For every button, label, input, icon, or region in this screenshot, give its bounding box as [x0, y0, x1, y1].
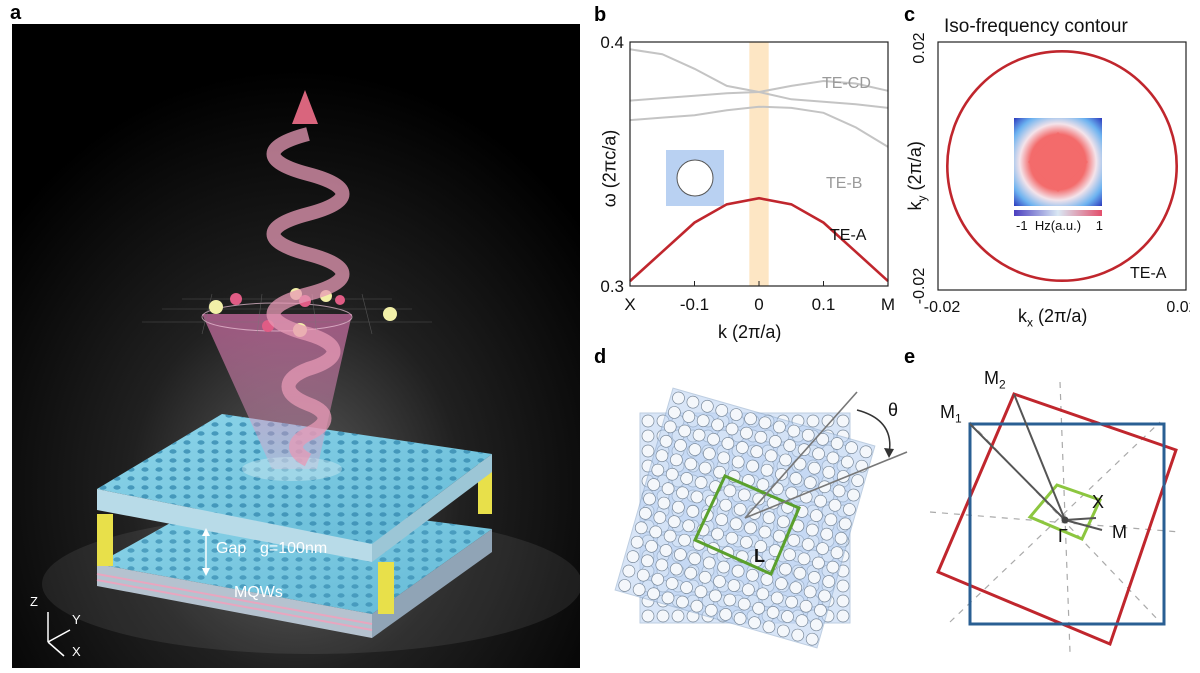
b-xtick-label: M: [881, 295, 895, 314]
m2-text: M: [984, 368, 999, 388]
m2-label: M2: [984, 368, 1006, 392]
axis-y-label: Y: [72, 612, 81, 627]
c-xtick-label: -0.02: [924, 299, 961, 316]
c-xlabel-unit: (2π/a): [1033, 306, 1088, 326]
k-highlight-band: [749, 42, 769, 286]
gamma-label: Γ: [1058, 526, 1068, 546]
m1-sub: 1: [955, 411, 962, 426]
c-xlabel: kx (2π/a): [1018, 306, 1087, 330]
panel-c-letter: c: [904, 4, 916, 26]
b-xtick-label: -0.1: [680, 295, 709, 314]
b-xtick-label: X: [624, 295, 635, 314]
twist-angle-arc: [856, 409, 891, 455]
colorbar-label: -1: [1016, 218, 1028, 233]
3d-device-illustration: [12, 24, 582, 668]
c-xlabel-sub: x: [1027, 315, 1033, 330]
coordinate-axes: [47, 612, 71, 657]
panel-a-letter: a: [10, 2, 22, 24]
circular-polarization-helix: [266, 127, 350, 467]
hz-field-core: [1028, 132, 1088, 192]
propagation-arrow-head: [292, 90, 318, 124]
twist-axis-1: [744, 391, 858, 519]
hz-colorbar: [1014, 210, 1102, 216]
b-xlabel: k (2π/a): [718, 322, 782, 342]
m1-label: M1: [940, 402, 962, 426]
panel-d-letter: d: [594, 346, 607, 368]
c-ytick-label: -0.02: [911, 268, 928, 305]
gap-marker-arrow-bottom: [202, 568, 210, 576]
panel-b-letter: b: [594, 4, 607, 26]
band-label: TE-B: [826, 175, 862, 192]
gamma-m1-line: [969, 423, 1066, 521]
c-ylabel-sub: y: [914, 195, 929, 202]
c-plot-frame: [937, 41, 1187, 291]
c-ylabel-k: k: [905, 201, 926, 211]
blue-brillouin-zone: [968, 422, 1166, 626]
panel-e-letter: e: [904, 346, 916, 368]
mqws-label: MQWs: [234, 584, 283, 601]
gap-value-label: g=100nm: [260, 540, 328, 557]
gamma-m2-line: [1013, 393, 1066, 521]
gap-label: Gap: [216, 540, 247, 557]
twisted-lattice-illustration: [614, 387, 908, 649]
moire-supercell: [692, 474, 801, 576]
axis-z-label: Z: [30, 594, 38, 609]
b-ytick-label: 0.3: [600, 277, 624, 296]
axis-x-label: X: [72, 644, 81, 659]
gamma-x-line: [1064, 517, 1097, 521]
twist-angle-arrowhead: [884, 448, 894, 458]
gamma-point: [1061, 516, 1069, 524]
c-title: Iso-frequency contour: [944, 16, 1128, 37]
cell-l-label: L: [754, 546, 765, 566]
contour-label: TE-A: [1130, 265, 1167, 282]
unit-cell-hole: [676, 159, 714, 197]
b-ytick-label: 0.4: [600, 33, 624, 52]
b-xtick-label: 0.1: [812, 295, 836, 314]
theta-label: θ: [888, 400, 899, 420]
colorbar-label: Hz(a.u.): [1035, 218, 1081, 233]
c-ytick-label: 0.02: [911, 32, 928, 63]
cone-base: [242, 457, 342, 481]
colorbar-label: 1: [1096, 218, 1103, 233]
b-ylabel: ω (2πc/a): [599, 129, 620, 208]
band-label: TE-CD: [822, 75, 871, 92]
iso-frequency-contour: [946, 50, 1178, 282]
c-ylabel-unit: (2π/a): [905, 141, 926, 196]
gamma-m-line: [1064, 519, 1103, 531]
x-point-label: X: [1092, 492, 1105, 512]
m-point-label: M: [1112, 522, 1127, 542]
support-pillar: [97, 514, 113, 566]
band-line-upper-3: [629, 48, 889, 109]
m2-sub: 2: [999, 377, 1006, 392]
b-xtick-label: 0: [754, 295, 763, 314]
panel-a-render: [12, 24, 582, 668]
iso-frequency-chart: -1 Hz(a.u.) 1 0.02 -0.02-0.02 0.02 TE-A: [911, 32, 1190, 316]
twist-axis-2: [744, 451, 908, 519]
gap-marker-arrow-top: [202, 528, 210, 536]
band-line-te-b: [629, 105, 889, 148]
c-ylabel: ky (2π/a): [905, 121, 929, 231]
brillouin-zone-diagram: [929, 381, 1181, 653]
green-moire-zone: [1027, 483, 1103, 541]
m1-text: M: [940, 402, 955, 422]
red-brillouin-zone: [936, 392, 1178, 647]
band-structure-chart: 0.4 0.3X -0.1 0 0.1 M TE-CD TE-B TE-A: [600, 33, 895, 314]
band-line-te-a: [629, 196, 889, 283]
support-pillar: [378, 562, 394, 614]
upper-slab: [97, 414, 492, 562]
c-xlabel-k: k: [1018, 306, 1027, 326]
band-label: TE-A: [830, 227, 867, 244]
c-xtick-label: 0.02: [1166, 299, 1190, 316]
